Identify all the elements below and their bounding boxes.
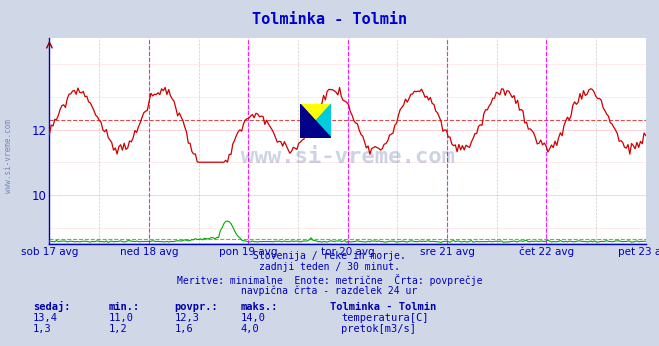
Text: pretok[m3/s]: pretok[m3/s] [341,324,416,334]
Text: 11,0: 11,0 [109,313,134,323]
Text: www.si-vreme.com: www.si-vreme.com [4,119,13,193]
Text: 13,4: 13,4 [33,313,58,323]
Polygon shape [300,104,316,138]
Text: Tolminka - Tolmin: Tolminka - Tolmin [252,12,407,27]
Polygon shape [300,121,331,138]
Text: Tolminka - Tolmin: Tolminka - Tolmin [330,302,436,312]
Text: min.:: min.: [109,302,140,312]
Text: 14,0: 14,0 [241,313,266,323]
Text: maks.:: maks.: [241,302,278,312]
Text: povpr.:: povpr.: [175,302,218,312]
Text: sedaj:: sedaj: [33,301,71,312]
Text: 1,3: 1,3 [33,324,51,334]
Text: Meritve: minimalne  Enote: metrične  Črta: povprečje: Meritve: minimalne Enote: metrične Črta:… [177,274,482,286]
Polygon shape [300,104,331,121]
Text: 1,2: 1,2 [109,324,127,334]
Text: 12,3: 12,3 [175,313,200,323]
Text: Slovenija / reke in morje.: Slovenija / reke in morje. [253,251,406,261]
Text: 4,0: 4,0 [241,324,259,334]
Text: www.si-vreme.com: www.si-vreme.com [241,147,455,167]
Text: 1,6: 1,6 [175,324,193,334]
Text: temperatura[C]: temperatura[C] [341,313,429,323]
Polygon shape [316,104,331,138]
Text: navpična črta - razdelek 24 ur: navpična črta - razdelek 24 ur [241,285,418,295]
Text: zadnji teden / 30 minut.: zadnji teden / 30 minut. [259,262,400,272]
